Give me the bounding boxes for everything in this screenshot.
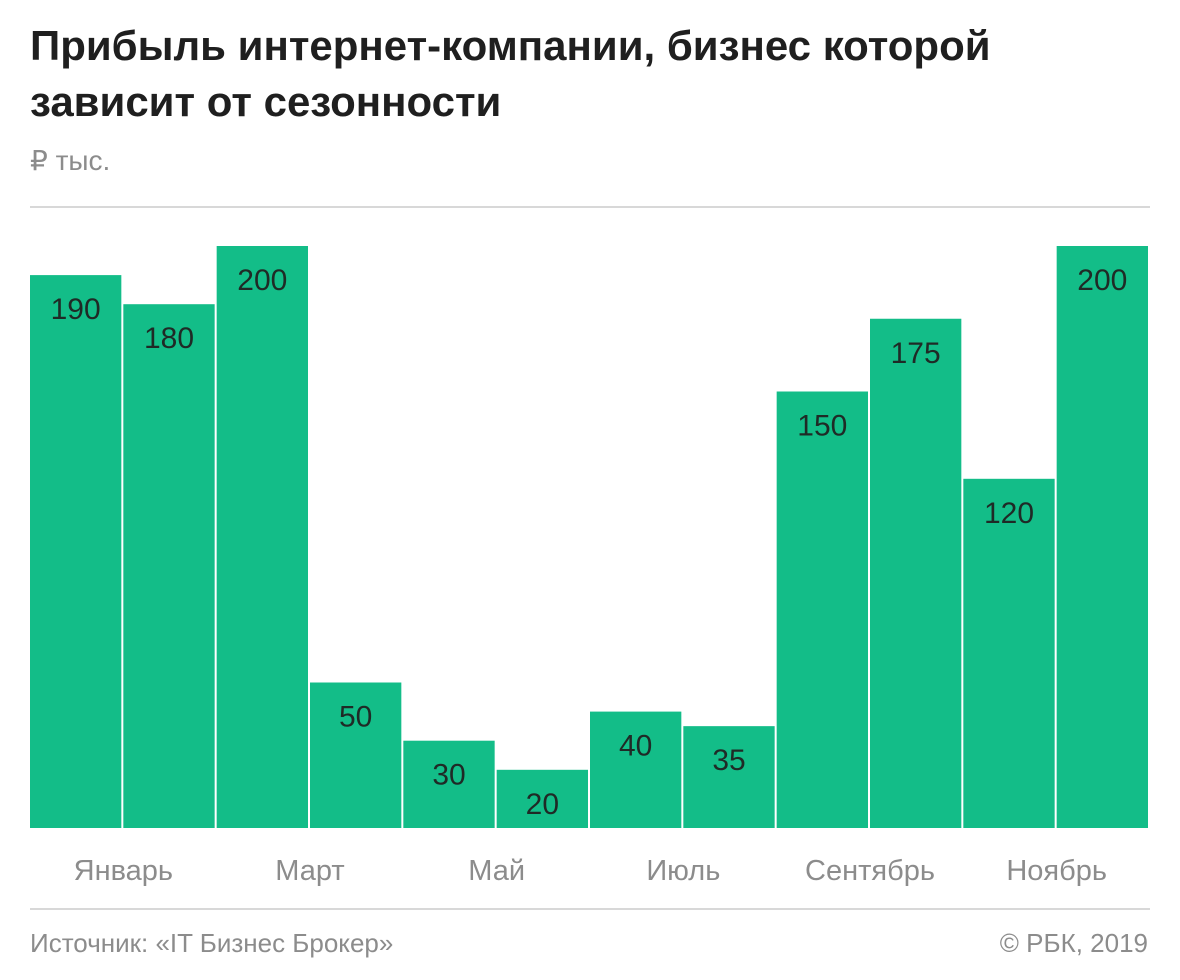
bar-value-label: 20 — [526, 788, 559, 821]
bar-8 — [683, 726, 775, 828]
bar-9 — [776, 391, 868, 828]
bar-6 — [496, 769, 588, 828]
bar-value-label: 120 — [984, 497, 1034, 530]
x-tick-label: Ноябрь — [1006, 855, 1107, 887]
x-tick-label: Март — [275, 855, 344, 887]
bar-2 — [123, 304, 215, 828]
bar-value-label: 200 — [237, 264, 287, 297]
bar-1 — [30, 275, 122, 829]
bar-value-label: 180 — [144, 322, 194, 355]
x-tick-label: Май — [468, 855, 525, 887]
bar-4 — [310, 682, 402, 828]
unit-label: ₽ тыс. — [30, 145, 111, 176]
source-note: Источник: «IT Бизнес Брокер» — [30, 928, 394, 958]
bar-3 — [216, 246, 308, 828]
bar-value-label: 190 — [51, 293, 101, 326]
bar-value-label: 35 — [712, 744, 745, 777]
bar-value-label: 175 — [891, 337, 941, 370]
bottom-divider — [30, 908, 1150, 910]
bar-value-label: 50 — [339, 701, 372, 734]
bar-value-label: 30 — [432, 759, 465, 792]
chart-title: Прибыль интернет-компании, бизнес которо… — [30, 22, 991, 125]
bar-value-label: 200 — [1077, 264, 1127, 297]
bar-11 — [963, 478, 1055, 828]
top-divider — [30, 206, 1150, 208]
bar-chart: 190 180 200 50 30 20 40 35 150 175 120 200 Январь Мар… — [30, 246, 1148, 887]
x-tick-label: Январь — [74, 855, 173, 887]
copyright-note: © РБК, 2019 — [999, 928, 1148, 958]
bar-10 — [870, 318, 962, 828]
bar-7 — [590, 711, 682, 828]
bar-value-label: 150 — [797, 410, 847, 443]
bar-12 — [1056, 246, 1148, 828]
bar-value-label: 40 — [619, 730, 652, 763]
x-tick-label: Июль — [646, 855, 720, 887]
bar-5 — [403, 740, 495, 828]
x-tick-label: Сентябрь — [805, 855, 935, 887]
